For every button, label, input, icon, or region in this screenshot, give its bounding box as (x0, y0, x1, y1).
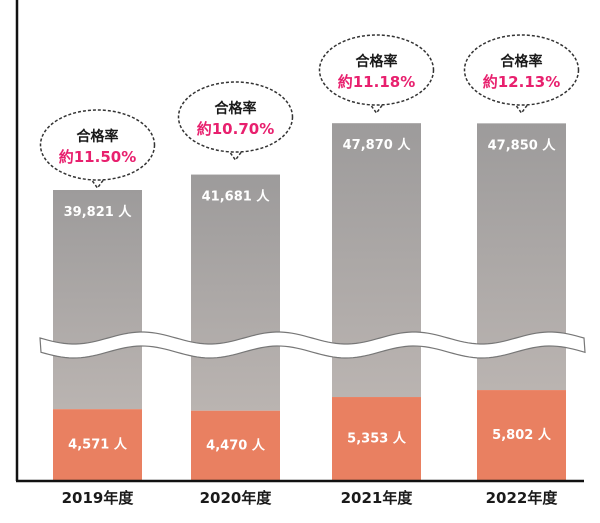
speech-bubble (318, 34, 435, 106)
speech-bubble (39, 109, 156, 181)
passed-label: 4,571 人 (68, 437, 128, 453)
rate-value: 約10.70% (197, 120, 274, 138)
rate-title: 合格率 (77, 128, 119, 145)
bar-total (53, 190, 142, 410)
bar-passed (332, 397, 421, 480)
passed-label: 5,802 人 (492, 427, 552, 443)
bubble-tail-mask (226, 145, 245, 151)
year-label: 2021年度 (341, 489, 414, 507)
total-label: 39,821 人 (64, 204, 133, 220)
rate-value: 約12.13% (483, 73, 560, 91)
bubble-tail-mask (367, 98, 386, 104)
axis-break-wave (39, 331, 586, 359)
rate-title: 合格率 (501, 53, 543, 70)
bubble-tail-mask (512, 98, 531, 104)
year-label: 2022年度 (486, 489, 559, 507)
bubble-tail-mask (88, 173, 107, 179)
year-label: 2020年度 (200, 489, 273, 507)
bar-passed (53, 409, 142, 480)
rate-title: 合格率 (215, 100, 257, 117)
speech-bubble (177, 81, 294, 153)
total-label: 47,850 人 (488, 137, 557, 153)
bar-passed (191, 410, 280, 480)
rate-value: 約11.50% (59, 148, 136, 166)
rate-title: 合格率 (356, 53, 398, 70)
speech-bubble (463, 34, 580, 106)
passed-label: 5,353 人 (347, 431, 407, 447)
bar-passed (477, 390, 566, 480)
total-label: 47,870 人 (343, 137, 412, 153)
passed-label: 4,470 人 (206, 437, 266, 453)
total-label: 41,681 人 (202, 189, 271, 205)
rate-value: 約11.18% (338, 73, 415, 91)
year-label: 2019年度 (62, 489, 135, 507)
bar-total (191, 174, 280, 411)
